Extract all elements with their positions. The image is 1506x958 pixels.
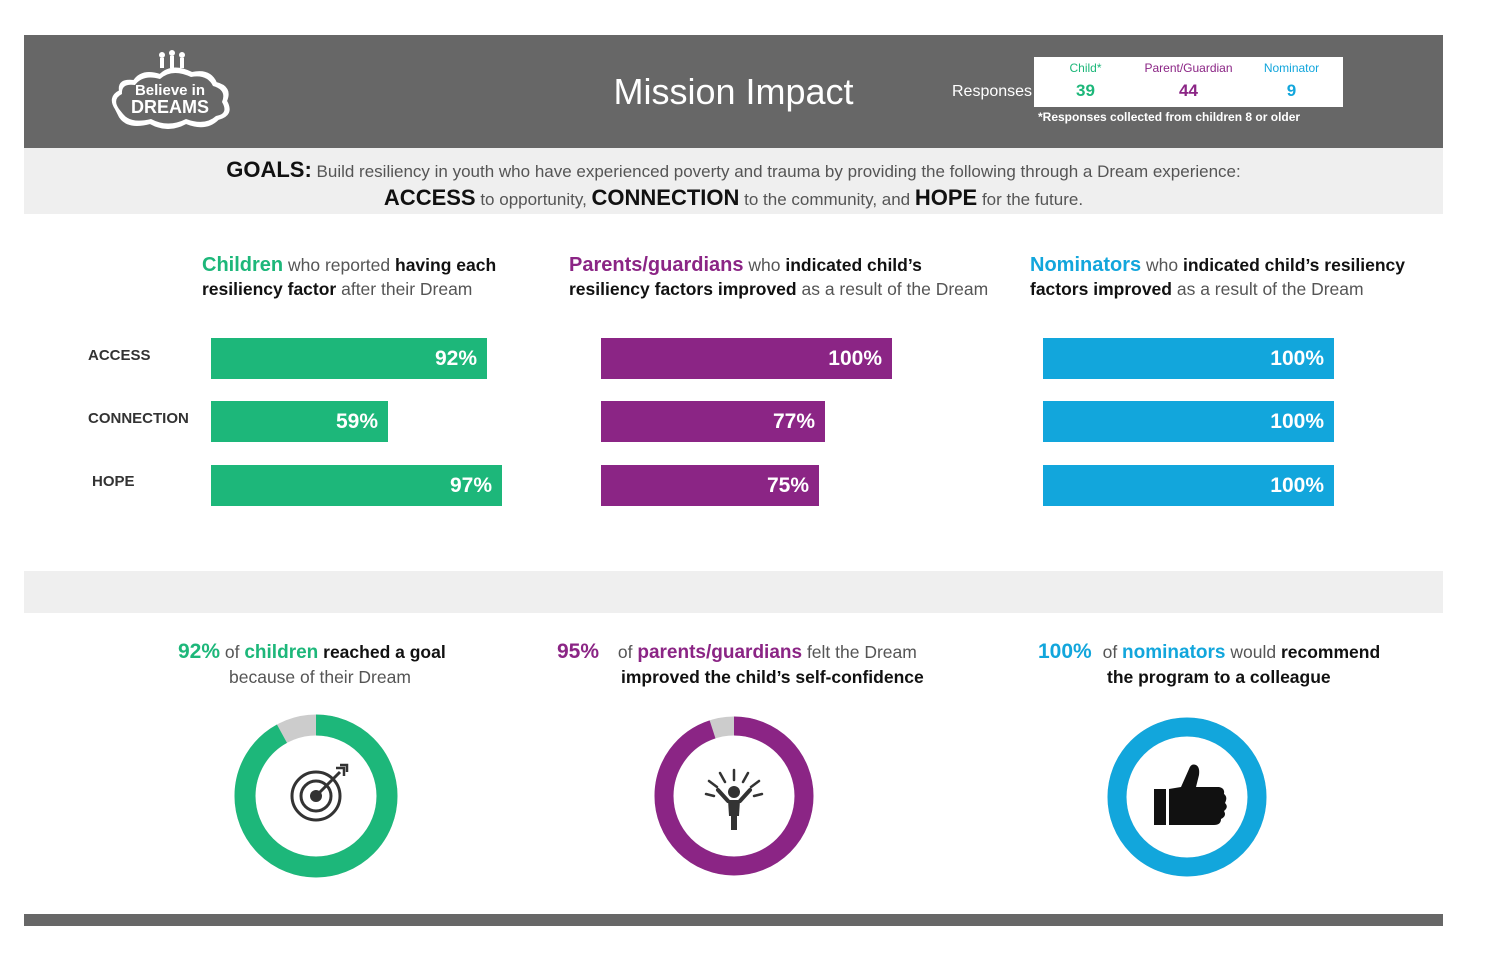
stat-nominators-who: nominators: [1122, 642, 1226, 663]
bar-value-label: 100%: [828, 347, 882, 370]
bar-value-label: 59%: [335, 410, 378, 433]
svg-text:Believe in: Believe in: [135, 82, 205, 99]
stat-parents-line2: improved the child’s self-confidence: [621, 667, 924, 687]
target-icon: [290, 763, 349, 822]
goals-description: Build resiliency in youth who have exper…: [311, 162, 1241, 181]
nominators-heading-text-1: who: [1141, 255, 1183, 275]
bar-parents-connection: 77%: [601, 401, 825, 442]
nominators-heading-bold-1: indicated child’s resiliency: [1182, 255, 1406, 275]
bar-value-label: 77%: [772, 410, 815, 433]
goal-hope-text: for the future.: [977, 190, 1084, 209]
parents-heading-bold-1: indicated child’s: [785, 255, 922, 275]
parents-heading-bold-2: resiliency factors improved: [569, 279, 797, 299]
children-heading: Children who reported having each resili…: [202, 253, 532, 301]
goals-prefix: GOALS:: [226, 157, 312, 182]
stat-parents-pct: 95%: [557, 640, 600, 663]
responses-parent-label: Parent/Guardian: [1144, 61, 1233, 75]
responses-table: Child* 39 Parent/Guardian 44 Nominator 9: [1034, 57, 1343, 107]
goals-line-2: ACCESS to opportunity, CONNECTION to the…: [24, 185, 1443, 211]
bar-value-label: 100%: [1270, 474, 1324, 497]
footer-bar: [24, 914, 1443, 926]
row-label-access: ACCESS: [88, 347, 151, 364]
goal-access: ACCESS: [383, 185, 476, 210]
children-heading-text-2: after their Dream: [336, 279, 473, 299]
bar-parents-hope: 75%: [601, 465, 819, 506]
row-label-hope: HOPE: [92, 473, 135, 490]
donut-children-value: [234, 714, 398, 878]
children-heading-bold-1: having each: [395, 255, 497, 275]
bar-children-access: 92%: [211, 338, 487, 379]
bar-nominators-connection: 100%: [1043, 401, 1334, 442]
stat-children: 92% of children reached a goal because o…: [178, 640, 498, 689]
responses-child-value: 39: [1076, 81, 1095, 100]
bar-value-label: 100%: [1270, 410, 1324, 433]
bar-nominators-hope: 100%: [1043, 465, 1334, 506]
thumbs-up-icon: [1154, 764, 1227, 825]
responses-label: Responses: [952, 83, 1033, 100]
believe-in-dreams-logo: Believe in DREAMS: [111, 50, 230, 129]
donut-parents: [654, 716, 814, 876]
bar-nominators-access: 100%: [1043, 338, 1334, 379]
page-title: Mission Impact: [613, 71, 854, 112]
nominators-heading: Nominators who indicated child’s resilie…: [1030, 253, 1450, 301]
person-arms-raised-icon: [704, 768, 764, 830]
stat-parents-of: of: [613, 642, 638, 662]
stat-children-pct: 92%: [178, 640, 221, 663]
stat-parents: 95% of parents/guardians felt the Dream …: [557, 640, 977, 689]
stat-nominators-of: of: [1097, 642, 1123, 662]
responses-parent: Parent/Guardian 44: [1137, 57, 1240, 101]
bar-parents-access: 100%: [601, 338, 892, 379]
bar-value-label: 92%: [434, 347, 477, 370]
stat-children-line2: because of their Dream: [229, 667, 411, 687]
responses-parent-value: 44: [1179, 81, 1198, 100]
stat-nominators: 100% of nominators would recommend the p…: [1038, 640, 1458, 689]
bar-children-hope: 97%: [211, 465, 502, 506]
stat-children-of: of: [220, 642, 245, 662]
row-label-connection: CONNECTION: [88, 410, 189, 427]
responses-nominator-value: 9: [1286, 81, 1297, 100]
stat-parents-who: parents/guardians: [637, 642, 803, 663]
responses-child: Child* 39: [1034, 57, 1137, 101]
parents-heading-subject: Parents/guardians: [569, 254, 744, 276]
donut-nominators: [1107, 717, 1267, 877]
stat-nominators-line2: the program to a colleague: [1107, 667, 1331, 687]
children-heading-subject: Children: [202, 254, 284, 276]
nominators-heading-bold-2: factors improved: [1030, 279, 1172, 299]
bar-value-label: 97%: [449, 474, 492, 497]
parents-heading: Parents/guardians who indicated child’s …: [569, 253, 1019, 301]
nominators-heading-subject: Nominators: [1030, 254, 1142, 276]
responses-child-label: Child*: [1069, 61, 1102, 75]
stat-children-bold: reached a goal: [323, 642, 446, 662]
goal-hope: HOPE: [914, 185, 978, 210]
goal-connection: CONNECTION: [591, 185, 740, 210]
donut-children: [234, 714, 398, 878]
donut-parents-value: [654, 716, 814, 876]
goals-band: GOALS: Build resiliency in youth who hav…: [24, 148, 1443, 214]
children-heading-bold-2: resiliency factor: [202, 279, 337, 299]
bar-value-label: 75%: [766, 474, 809, 497]
bar-value-label: 100%: [1270, 347, 1324, 370]
stat-parents-rest: felt the Dream: [802, 642, 917, 662]
parents-heading-text-1: who: [743, 255, 786, 275]
svg-text:DREAMS: DREAMS: [131, 97, 209, 117]
children-heading-text-1: who reported: [283, 255, 395, 275]
stat-children-who: children: [244, 642, 319, 663]
responses-note: *Responses collected from children 8 or …: [1038, 110, 1301, 124]
stat-nominators-rest: would: [1225, 642, 1281, 662]
nominators-heading-text-2: as a result of the Dream: [1171, 279, 1364, 299]
responses-nominator: Nominator 9: [1240, 57, 1343, 101]
goal-connection-text: to the community, and: [739, 190, 915, 209]
stat-nominators-pct: 100%: [1038, 640, 1092, 663]
divider-band: [24, 571, 1443, 613]
donut-nominators-value: [1107, 717, 1267, 877]
parents-heading-text-2: as a result of the Dream: [796, 279, 989, 299]
header-band: Believe in DREAMS Mission Impact Respons…: [24, 35, 1443, 148]
goals-line-1: GOALS: Build resiliency in youth who hav…: [24, 157, 1443, 183]
bar-children-connection: 59%: [211, 401, 388, 442]
goal-access-text: to opportunity,: [475, 190, 592, 209]
responses-nominator-label: Nominator: [1263, 61, 1320, 75]
stat-nominators-bold: recommend: [1280, 642, 1381, 662]
